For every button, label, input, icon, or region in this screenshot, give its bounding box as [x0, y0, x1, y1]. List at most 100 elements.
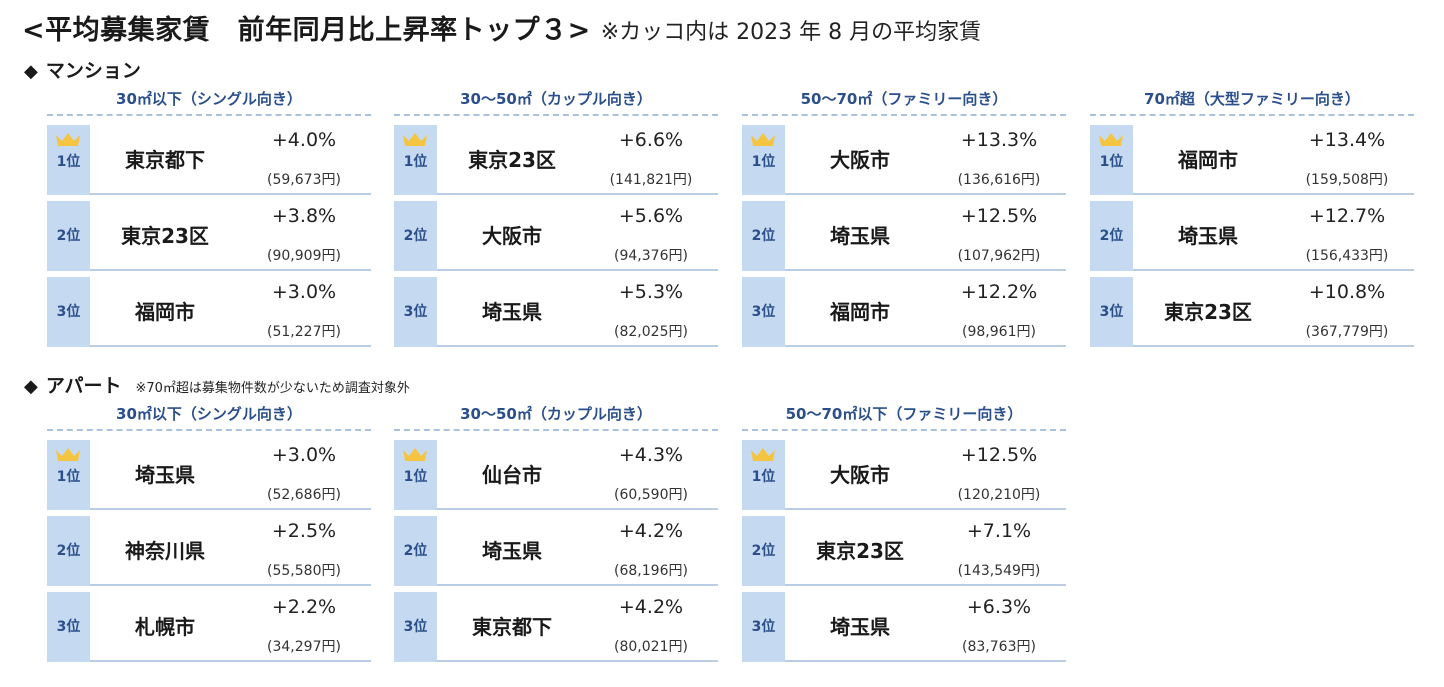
rank-badge: 1位 — [1090, 125, 1133, 195]
rank-label: 3位 — [56, 619, 81, 635]
rank-label: 1位 — [751, 469, 776, 485]
place-name: 神奈川県 — [125, 539, 205, 563]
place-name: 東京都下 — [125, 148, 205, 172]
group-header: 30〜50㎡（カップル向き） — [460, 405, 652, 423]
average-rent: (59,673円) — [267, 172, 341, 188]
average-rent: (68,196円) — [614, 563, 688, 579]
ranking-row: 2位 大阪市 +5.6% (94,376円) — [394, 201, 718, 271]
ranking-row: 2位 東京23区 +7.1% (143,549円) — [742, 516, 1066, 586]
rank-badge: 3位 — [394, 277, 437, 347]
rank-badge: 1位 — [742, 440, 785, 510]
average-rent: (141,821円) — [609, 172, 693, 188]
average-rent: (52,686円) — [267, 487, 341, 503]
rank-badge: 1位 — [394, 125, 437, 195]
group-divider — [742, 429, 1066, 431]
place-name: 福岡市 — [1178, 148, 1238, 172]
average-rent: (34,297円) — [267, 639, 341, 655]
average-rent: (51,227円) — [267, 324, 341, 340]
average-rent: (94,376円) — [614, 248, 688, 264]
rank-label: 3位 — [751, 304, 776, 320]
rank-label: 2位 — [56, 228, 81, 244]
crown-icon — [751, 133, 775, 146]
increase-rate: +3.0% — [271, 444, 337, 466]
group-divider — [394, 114, 718, 116]
group-header: 30㎡以下（シングル向き） — [116, 90, 302, 108]
ranking-row: 1位 大阪市 +12.5% (120,210円) — [742, 440, 1066, 510]
ranking-row: 1位 東京23区 +6.6% (141,821円) — [394, 125, 718, 195]
rank-label: 1位 — [403, 469, 428, 485]
increase-rate: +6.3% — [966, 596, 1032, 618]
increase-rate: +3.0% — [271, 281, 337, 303]
diamond-icon: ◆ — [24, 61, 38, 82]
ranking-row: 3位 札幌市 +2.2% (34,297円) — [47, 592, 371, 662]
increase-rate: +13.4% — [1308, 129, 1386, 151]
rank-label: 3位 — [403, 304, 428, 320]
crown-icon — [403, 133, 427, 146]
rank-badge: 2位 — [47, 201, 90, 271]
rank-label: 3位 — [56, 304, 81, 320]
increase-rate: +3.8% — [271, 205, 337, 227]
ranking-group: 50〜70㎡以下（ファミリー向き） 1位 大阪市 +12.5% (120,210… — [742, 403, 1066, 668]
ranking-group: 30〜50㎡（カップル向き） 1位 東京23区 +6.6% (141,821円)… — [394, 88, 718, 353]
rank-badge: 3位 — [394, 592, 437, 662]
rank-label: 3位 — [751, 619, 776, 635]
ranking-row: 2位 東京23区 +3.8% (90,909円) — [47, 201, 371, 271]
rank-badge: 2位 — [394, 201, 437, 271]
apartment-note: ※70㎡超は募集物件数が少ないため調査対象外 — [135, 381, 410, 396]
increase-rate: +6.6% — [618, 129, 684, 151]
average-rent: (98,961円) — [962, 324, 1036, 340]
rank-badge: 3位 — [742, 277, 785, 347]
crown-icon — [1099, 133, 1123, 146]
increase-rate: +13.3% — [960, 129, 1038, 151]
ranking-row: 3位 東京23区 +10.8% (367,779円) — [1090, 277, 1414, 347]
rank-label: 2位 — [56, 543, 81, 559]
increase-rate: +10.8% — [1308, 281, 1386, 303]
rank-badge: 3位 — [47, 277, 90, 347]
place-name: 仙台市 — [482, 463, 542, 487]
rank-label: 2位 — [751, 228, 776, 244]
place-name: 東京23区 — [468, 148, 556, 172]
group-divider — [47, 114, 371, 116]
rank-label: 2位 — [403, 228, 428, 244]
average-rent: (60,590円) — [614, 487, 688, 503]
increase-rate: +12.2% — [960, 281, 1038, 303]
rank-label: 2位 — [1099, 228, 1124, 244]
average-rent: (55,580円) — [267, 563, 341, 579]
place-name: 東京23区 — [816, 539, 904, 563]
ranking-row: 3位 福岡市 +12.2% (98,961円) — [742, 277, 1066, 347]
crown-icon — [56, 133, 80, 146]
place-name: 東京都下 — [472, 615, 552, 639]
ranking-row: 3位 東京都下 +4.2% (80,021円) — [394, 592, 718, 662]
ranking-row: 3位 埼玉県 +6.3% (83,763円) — [742, 592, 1066, 662]
average-rent: (107,962円) — [957, 248, 1041, 264]
ranking-row: 1位 東京都下 +4.0% (59,673円) — [47, 125, 371, 195]
ranking-row: 1位 大阪市 +13.3% (136,616円) — [742, 125, 1066, 195]
average-rent: (367,779円) — [1305, 324, 1389, 340]
title-note: ※カッコ内は 2023 年 8 月の平均家賃 — [600, 20, 982, 45]
group-header: 30〜50㎡（カップル向き） — [460, 90, 652, 108]
ranking-row: 2位 埼玉県 +4.2% (68,196円) — [394, 516, 718, 586]
place-name: 福岡市 — [830, 300, 890, 324]
rank-badge: 1位 — [47, 440, 90, 510]
increase-rate: +12.5% — [960, 205, 1038, 227]
group-header: 70㎡超（大型ファミリー向き） — [1144, 90, 1360, 108]
average-rent: (90,909円) — [267, 248, 341, 264]
increase-rate: +4.3% — [618, 444, 684, 466]
increase-rate: +5.3% — [618, 281, 684, 303]
place-name: 大阪市 — [830, 148, 890, 172]
place-name: 埼玉県 — [830, 615, 890, 639]
place-name: 埼玉県 — [135, 463, 195, 487]
average-rent: (159,508円) — [1305, 172, 1389, 188]
increase-rate: +4.0% — [271, 129, 337, 151]
group-divider — [47, 429, 371, 431]
rank-badge: 3位 — [47, 592, 90, 662]
rank-badge: 2位 — [47, 516, 90, 586]
rank-badge: 1位 — [742, 125, 785, 195]
diamond-icon: ◆ — [24, 376, 38, 397]
rank-badge: 2位 — [1090, 201, 1133, 271]
average-rent: (82,025円) — [614, 324, 688, 340]
rank-label: 1位 — [56, 154, 81, 170]
ranking-row: 1位 仙台市 +4.3% (60,590円) — [394, 440, 718, 510]
group-divider — [1090, 114, 1414, 116]
rank-label: 2位 — [403, 543, 428, 559]
